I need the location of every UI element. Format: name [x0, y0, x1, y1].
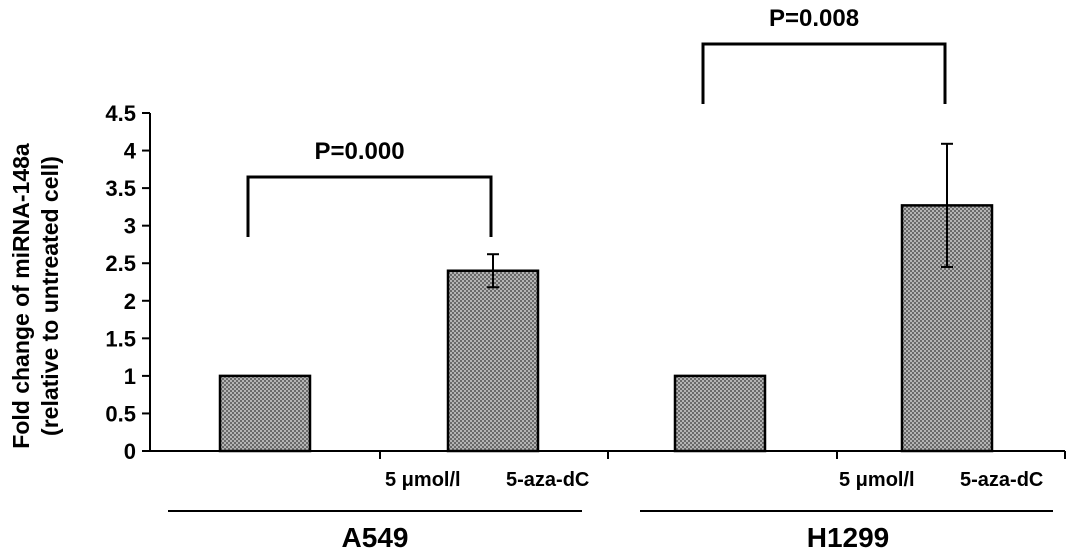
- p-value-A549: P=0.000: [314, 138, 404, 165]
- bar-A549-treated: [446, 269, 540, 453]
- treatment-drug-label: 5-aza-dC: [506, 469, 589, 491]
- y-axis-title-line1: Fold change of miRNA-148a: [8, 143, 34, 449]
- p-value-H1299: P=0.008: [769, 5, 859, 32]
- y-tick-label: 3.5: [105, 176, 136, 201]
- treatment-drug-label: 5-aza-dC: [960, 469, 1043, 491]
- bar-H1299-treated: [900, 204, 994, 453]
- y-tick-label: 0.5: [105, 401, 136, 426]
- y-tick-label: 2: [124, 289, 136, 314]
- y-tick-label: 4: [124, 139, 137, 164]
- y-ticks: 0 0.5 1 1.5 2 2.5 3 3.5 4 4.5: [105, 101, 150, 464]
- y-tick-label: 1: [124, 364, 136, 389]
- group-label-A549: A549: [342, 522, 409, 553]
- y-tick-label: 4.5: [105, 101, 136, 126]
- significance-bracket-A549: [246, 175, 493, 237]
- significance-bracket-H1299: [701, 42, 947, 104]
- bars: [218, 204, 994, 453]
- significance-brackets: P=0.000 P=0.008: [246, 5, 947, 237]
- y-axis-title-line2: (relative to untreated cell): [37, 156, 63, 436]
- treatment-dose-label: 5 μmol/l: [385, 469, 461, 491]
- y-tick-label: 3: [124, 214, 136, 239]
- y-tick-label: 2.5: [105, 251, 136, 276]
- y-axis-title: Fold change of miRNA-148a (relative to u…: [8, 143, 63, 449]
- y-tick-label: 1.5: [105, 326, 136, 351]
- treatment-dose-label: 5 μmol/l: [839, 469, 915, 491]
- bar-A549-untreated: [218, 374, 312, 453]
- x-labels: 5 μmol/l 5-aza-dC A549 5 μmol/l 5-aza-dC H129…: [168, 469, 1053, 553]
- y-tick-label: 0: [124, 439, 136, 464]
- group-label-H1299: H1299: [807, 522, 890, 553]
- bar-H1299-untreated: [673, 374, 767, 453]
- error-bars: [487, 142, 953, 289]
